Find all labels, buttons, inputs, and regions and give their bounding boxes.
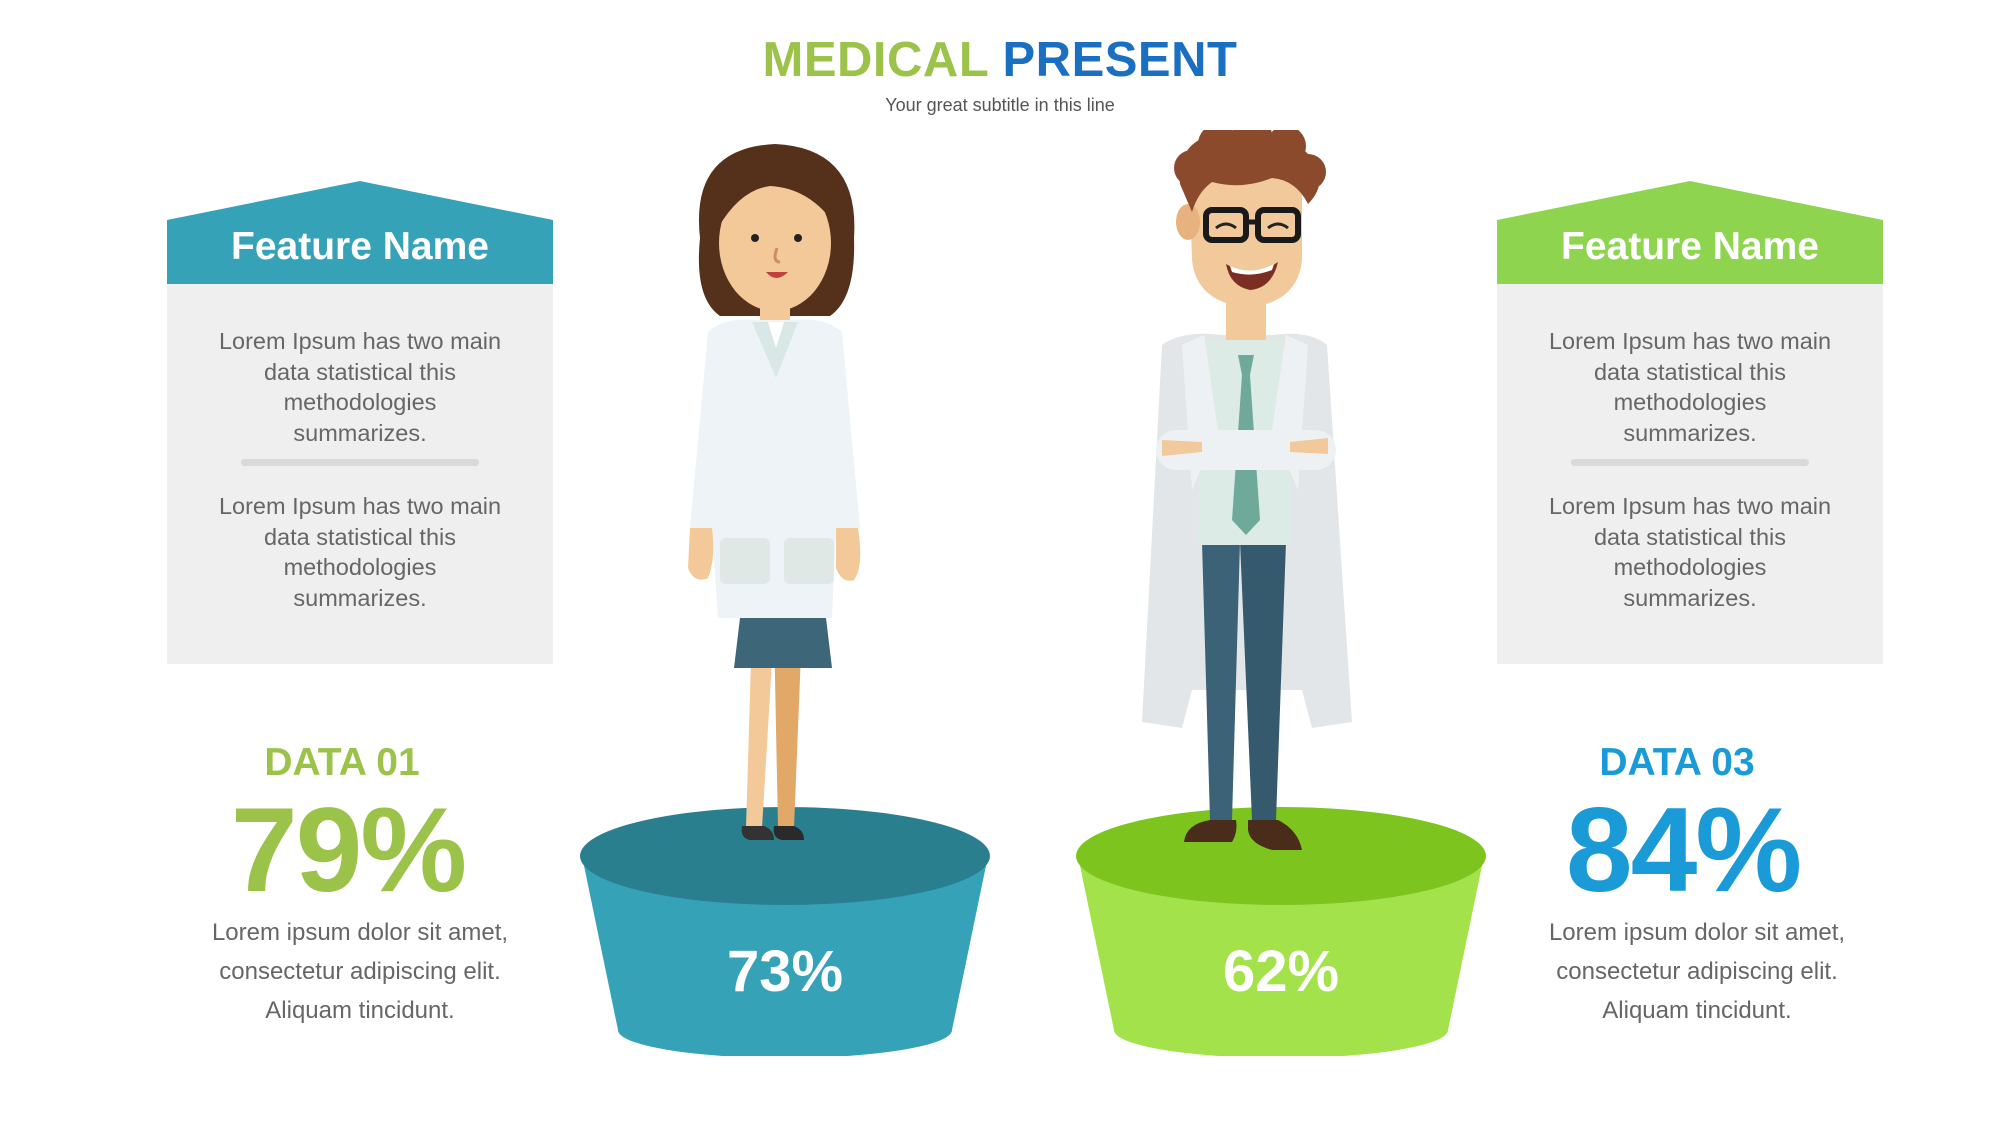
pedestal-value-left: 73% [726, 939, 844, 1004]
pedestal-left: 73% [578, 806, 992, 1058]
pedestal-right: 62% [1074, 806, 1488, 1058]
data-description-right: Lorem ipsum dolor sit amet, consectetur … [1548, 919, 1846, 1024]
feature-header-shape-right [1497, 181, 1883, 285]
data-block-left: DATA 01 79% Lorem ipsum dolor sit amet, … [180, 741, 540, 1041]
feature-paragraph-1-left: Lorem Ipsum has two main data statistica… [218, 328, 502, 446]
data-label-left: DATA 01 [264, 741, 420, 784]
feature-divider-right [1571, 459, 1809, 466]
title-part-medical: MEDICAL [762, 33, 989, 87]
female-doctor-illustration [688, 144, 861, 840]
title-part-present: PRESENT [1002, 33, 1238, 87]
feature-divider-left [241, 459, 479, 466]
data-value-left: 79% [230, 783, 467, 917]
feature-paragraph-2-left: Lorem Ipsum has two main data statistica… [218, 493, 502, 611]
feature-title-right: Feature Name [1561, 225, 1819, 268]
feature-paragraph-2-right: Lorem Ipsum has two main data statistica… [1548, 493, 1832, 611]
pedestal-value-right: 62% [1222, 939, 1340, 1004]
data-block-right: DATA 03 84% Lorem ipsum dolor sit amet, … [1517, 741, 1877, 1041]
pedestal-shape-right [1076, 807, 1486, 1058]
pedestal-shape-left [580, 807, 990, 1058]
feature-header-shape-left [167, 181, 553, 285]
male-doctor-illustration [1142, 130, 1352, 850]
feature-body-right: Lorem Ipsum has two main data statistica… [1497, 284, 1883, 664]
data-description-left: Lorem ipsum dolor sit amet, consectetur … [211, 919, 509, 1024]
page-subtitle: Your great subtitle in this line [885, 95, 1115, 115]
feature-card-left: Feature Name Lorem Ipsum has two main da… [167, 181, 553, 664]
feature-title-left: Feature Name [231, 225, 489, 268]
feature-paragraph-1-right: Lorem Ipsum has two main data statistica… [1548, 328, 1832, 446]
data-label-right: DATA 03 [1599, 741, 1755, 784]
feature-body-left: Lorem Ipsum has two main data statistica… [167, 284, 553, 664]
feature-card-right: Feature Name Lorem Ipsum has two main da… [1497, 181, 1883, 664]
page-title: MEDICAL PRESENT [0, 32, 2000, 88]
data-value-right: 84% [1565, 783, 1802, 917]
